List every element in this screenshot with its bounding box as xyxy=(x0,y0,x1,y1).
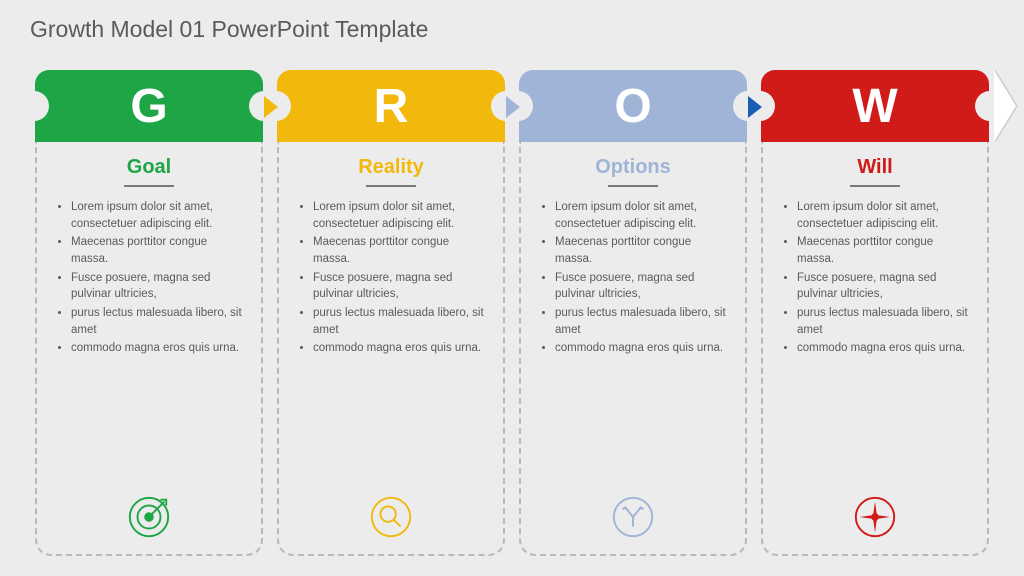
bullet-item: purus lectus malesuada libero, sit amet xyxy=(71,305,245,338)
subtitle-options: Options xyxy=(537,156,729,179)
col-will: W Will Lorem ipsum dolor sit amet, conse… xyxy=(761,70,989,556)
bullet-item: Fusce posuere, magna sed pulvinar ultric… xyxy=(797,270,971,303)
bullet-item: Fusce posuere, magna sed pulvinar ultric… xyxy=(71,270,245,303)
bullet-item: Lorem ipsum dolor sit amet, consectetuer… xyxy=(797,199,971,232)
connector-play-icon xyxy=(748,96,762,118)
bullet-item: Lorem ipsum dolor sit amet, consectetuer… xyxy=(313,199,487,232)
end-arrow-icon xyxy=(996,70,1018,142)
bullet-item: Fusce posuere, magna sed pulvinar ultric… xyxy=(313,270,487,303)
body-will: Will Lorem ipsum dolor sit amet, consect… xyxy=(761,142,989,556)
bullet-item: commodo magna eros quis urna. xyxy=(71,340,245,357)
col-goal: G Goal Lorem ipsum dolor sit amet, conse… xyxy=(35,70,263,556)
bullet-item: Maecenas porttitor congue massa. xyxy=(797,234,971,267)
bullet-item: Maecenas porttitor congue massa. xyxy=(71,234,245,267)
bullet-item: commodo magna eros quis urna. xyxy=(313,340,487,357)
bullet-item: commodo magna eros quis urna. xyxy=(555,340,729,357)
bullet-item: Maecenas porttitor congue massa. xyxy=(555,234,729,267)
bullet-item: Lorem ipsum dolor sit amet, consectetuer… xyxy=(71,199,245,232)
col-reality: R Reality Lorem ipsum dolor sit amet, co… xyxy=(277,70,505,556)
tab-o: O xyxy=(519,70,747,142)
col-options: O Options Lorem ipsum dolor sit amet, co… xyxy=(519,70,747,556)
target-icon xyxy=(53,486,245,544)
bullets-will: Lorem ipsum dolor sit amet, consectetuer… xyxy=(779,199,971,486)
magnifier-icon xyxy=(295,486,487,544)
connector-play-icon xyxy=(264,96,278,118)
subtitle-reality: Reality xyxy=(295,156,487,179)
body-goal: Goal Lorem ipsum dolor sit amet, consect… xyxy=(35,142,263,556)
divider xyxy=(608,185,658,187)
tab-g: G xyxy=(35,70,263,142)
bullet-item: commodo magna eros quis urna. xyxy=(797,340,971,357)
bullets-reality: Lorem ipsum dolor sit amet, consectetuer… xyxy=(295,199,487,486)
tab-w: W xyxy=(761,70,989,142)
bullets-goal: Lorem ipsum dolor sit amet, consectetuer… xyxy=(53,199,245,486)
bullet-item: Maecenas porttitor congue massa. xyxy=(313,234,487,267)
divider xyxy=(850,185,900,187)
divider xyxy=(124,185,174,187)
bullet-item: purus lectus malesuada libero, sit amet xyxy=(313,305,487,338)
grow-columns: G Goal Lorem ipsum dolor sit amet, conse… xyxy=(35,70,989,556)
letter-g: G xyxy=(130,79,167,134)
fork-icon xyxy=(537,486,729,544)
bullet-item: Fusce posuere, magna sed pulvinar ultric… xyxy=(555,270,729,303)
letter-o: O xyxy=(614,79,651,134)
body-reality: Reality Lorem ipsum dolor sit amet, cons… xyxy=(277,142,505,556)
bullet-item: Lorem ipsum dolor sit amet, consectetuer… xyxy=(555,199,729,232)
letter-r: R xyxy=(374,79,409,134)
letter-w: W xyxy=(852,79,897,134)
connector-play-icon xyxy=(506,96,520,118)
bullets-options: Lorem ipsum dolor sit amet, consectetuer… xyxy=(537,199,729,486)
subtitle-will: Will xyxy=(779,156,971,179)
bullet-item: purus lectus malesuada libero, sit amet xyxy=(555,305,729,338)
subtitle-goal: Goal xyxy=(53,156,245,179)
tab-r: R xyxy=(277,70,505,142)
divider xyxy=(366,185,416,187)
compass-icon xyxy=(779,486,971,544)
body-options: Options Lorem ipsum dolor sit amet, cons… xyxy=(519,142,747,556)
page-title: Growth Model 01 PowerPoint Template xyxy=(30,16,428,43)
bullet-item: purus lectus malesuada libero, sit amet xyxy=(797,305,971,338)
